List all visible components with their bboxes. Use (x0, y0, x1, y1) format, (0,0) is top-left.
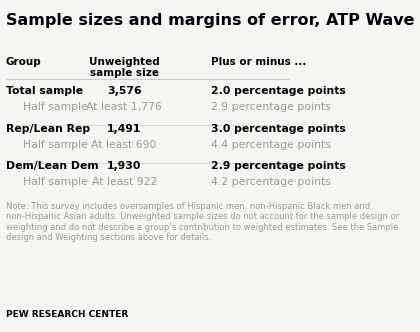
Text: At least 690: At least 690 (92, 140, 157, 150)
Text: 3,576: 3,576 (107, 86, 142, 96)
Text: 2.9 percentage points: 2.9 percentage points (211, 102, 331, 112)
Text: Half sample: Half sample (23, 102, 88, 112)
Text: 3.0 percentage points: 3.0 percentage points (211, 124, 346, 133)
Text: Half sample: Half sample (23, 140, 88, 150)
Text: 2.9 percentage points: 2.9 percentage points (211, 161, 346, 171)
Text: 1,491: 1,491 (107, 124, 142, 133)
Text: Dem/Lean Dem: Dem/Lean Dem (5, 161, 98, 171)
Text: At least 1,776: At least 1,776 (87, 102, 162, 112)
Text: Plus or minus ...: Plus or minus ... (211, 57, 306, 67)
Text: Total sample: Total sample (5, 86, 83, 96)
Text: Group: Group (5, 57, 42, 67)
Text: 4.2 percentage points: 4.2 percentage points (211, 177, 331, 188)
Text: Sample sizes and margins of error, ATP Wave 124: Sample sizes and margins of error, ATP W… (5, 13, 420, 28)
Text: At least 922: At least 922 (92, 177, 157, 188)
Text: Note: This survey includes oversamples of Hispanic men, non-Hispanic Black men a: Note: This survey includes oversamples o… (5, 202, 399, 242)
Text: Unweighted
sample size: Unweighted sample size (89, 57, 160, 78)
Text: 2.0 percentage points: 2.0 percentage points (211, 86, 346, 96)
Text: Half sample: Half sample (23, 177, 88, 188)
Text: Rep/Lean Rep: Rep/Lean Rep (5, 124, 90, 133)
Text: 1,930: 1,930 (107, 161, 142, 171)
Text: 4.4 percentage points: 4.4 percentage points (211, 140, 331, 150)
Text: PEW RESEARCH CENTER: PEW RESEARCH CENTER (5, 310, 128, 319)
